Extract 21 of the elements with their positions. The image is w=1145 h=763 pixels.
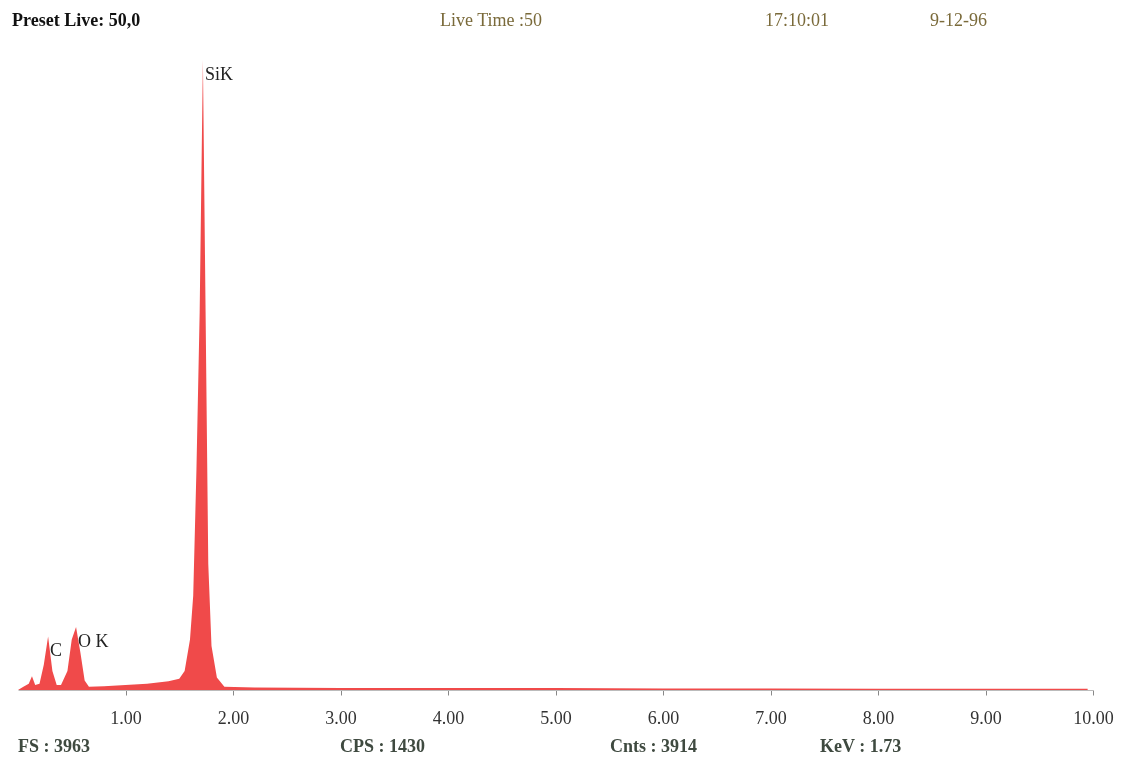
text: Preset Live: 50,0 [12, 10, 141, 31]
x-tick-label: 10.00 [1073, 707, 1114, 728]
text: FS : 3963 [18, 736, 90, 757]
x-tick-label: 3.00 [325, 707, 357, 728]
annotation: O K [78, 631, 109, 651]
annotation: SiK [204, 64, 233, 84]
text: 17:10:01 [765, 10, 830, 31]
x-tick-label: 6.00 [647, 707, 680, 728]
x-tick-label: 7.00 [755, 707, 787, 728]
text: Cnts : 3914 [610, 736, 698, 757]
x-tick-label: 9.00 [970, 707, 1002, 728]
text: Live Time :50 [440, 10, 543, 31]
text: CPS : 1430 [340, 736, 425, 757]
text: KeV : 1.73 [820, 736, 902, 757]
x-tick-label: 2.00 [217, 707, 250, 728]
x-tick-label: 8.00 [862, 707, 895, 728]
text: 9-12-96 [930, 10, 987, 31]
x-tick-label: 5.00 [540, 707, 572, 728]
x-tick-label: 1.00 [110, 707, 142, 728]
annotation: C [50, 640, 63, 661]
x-tick-label: 4.00 [432, 707, 465, 728]
